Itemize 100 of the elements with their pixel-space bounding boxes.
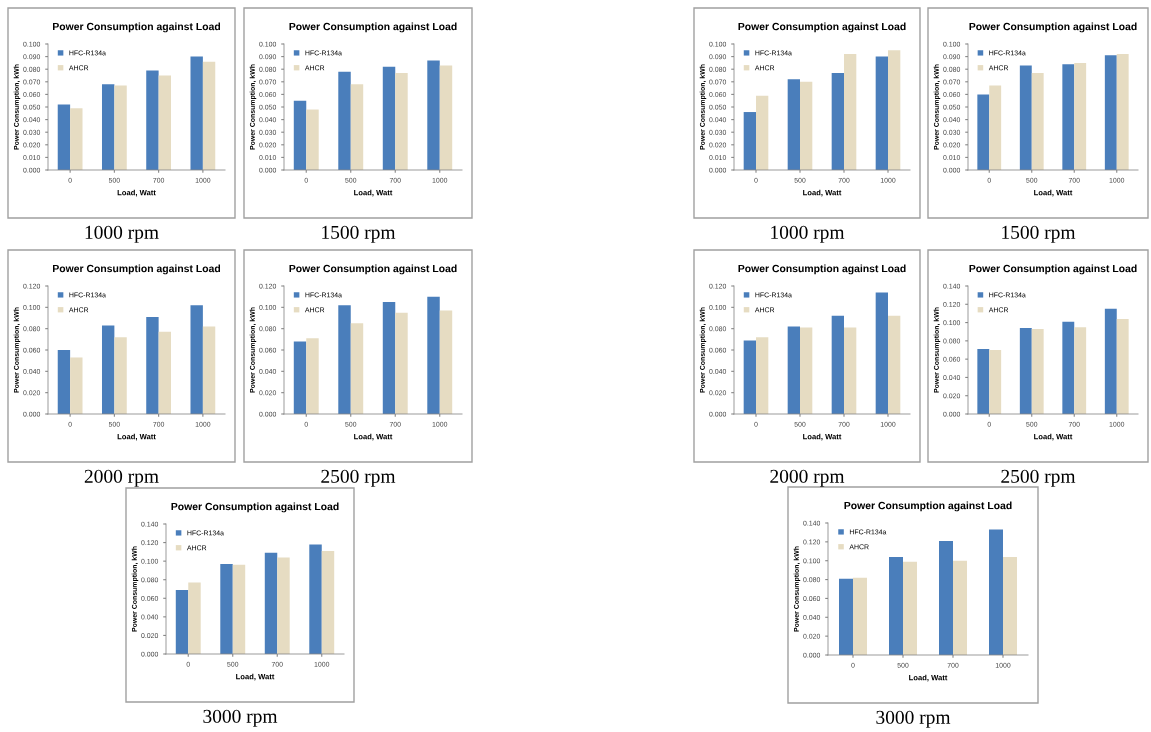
bar (382, 66, 396, 170)
bar (787, 326, 800, 414)
bar (1019, 65, 1032, 170)
bar (427, 60, 440, 170)
bar (756, 95, 769, 170)
bar (114, 85, 127, 170)
bar (831, 315, 844, 414)
bar (1074, 62, 1087, 170)
bar (853, 577, 867, 655)
bar (395, 312, 408, 414)
bar (309, 544, 322, 654)
bar (146, 70, 159, 170)
bar (839, 578, 853, 655)
bar (989, 85, 1002, 170)
bar (1116, 54, 1129, 170)
bar (939, 540, 953, 655)
bar (903, 561, 917, 655)
bar (101, 84, 115, 170)
bar (875, 292, 888, 414)
text: 3000 rpm (876, 710, 951, 728)
text: 3000 rpm (203, 709, 278, 727)
bar (70, 357, 83, 414)
text: 2500 rpm (1001, 469, 1076, 487)
bar (439, 310, 453, 414)
bar (977, 94, 990, 170)
bar (382, 302, 396, 414)
bar (888, 50, 901, 170)
bar (293, 100, 307, 170)
bar (232, 564, 246, 654)
bar (146, 316, 159, 414)
chart-title: Power Consumption against Load (969, 22, 1137, 33)
bar (989, 529, 1003, 655)
bar (338, 305, 351, 414)
text: 1000 rpm (771, 225, 845, 243)
bar (844, 54, 857, 170)
bar (787, 79, 800, 170)
bar (1019, 328, 1032, 414)
bar (427, 296, 440, 414)
bar (888, 315, 901, 414)
bar (1003, 556, 1017, 655)
bar (800, 327, 813, 414)
text: 2500 rpm (321, 469, 396, 487)
bar (338, 71, 351, 170)
text: 1500 rpm (1002, 225, 1076, 243)
bar (264, 552, 278, 654)
bar (1031, 328, 1044, 414)
bar (306, 109, 319, 170)
bar (1074, 327, 1087, 414)
bar (101, 325, 115, 414)
bar (831, 72, 844, 170)
bar (277, 557, 290, 654)
bar (953, 560, 967, 655)
bar (889, 556, 903, 655)
bar (439, 65, 453, 170)
bar (395, 72, 408, 170)
bar (57, 104, 71, 170)
bar (70, 108, 83, 170)
chart-title: Power Consumption against Load (53, 22, 221, 33)
bar (57, 350, 71, 414)
bar (844, 327, 857, 414)
bar (114, 337, 127, 414)
bar (1062, 64, 1075, 170)
bar (875, 56, 888, 170)
bar (190, 56, 203, 170)
text: 1000 rpm (85, 225, 159, 243)
chart-title: Power Consumption against Load (738, 22, 906, 33)
chart-title: Power Consumption against Load (738, 264, 906, 275)
bar (158, 75, 172, 170)
bar (350, 323, 364, 414)
text: 1500 rpm (322, 225, 396, 243)
bar (188, 582, 201, 654)
bar (1116, 318, 1129, 414)
bar (158, 331, 172, 414)
bar (293, 341, 307, 414)
bar (977, 349, 990, 414)
bar (1031, 72, 1044, 170)
text: 2000 rpm (84, 469, 159, 487)
bar (306, 338, 319, 414)
bar (175, 589, 189, 654)
bar (743, 340, 756, 414)
bar (220, 563, 233, 654)
chart-title: Power Consumption against Load (53, 264, 221, 275)
bar (743, 112, 756, 170)
text: 2000 rpm (770, 469, 845, 487)
bar (202, 61, 216, 170)
bar (989, 350, 1002, 414)
bar (1104, 308, 1117, 414)
bar (190, 305, 203, 414)
bar (350, 84, 364, 170)
bar (321, 550, 335, 654)
chart-title: Power Consumption against Load (289, 22, 457, 33)
chart-title: Power Consumption against Load (969, 264, 1137, 275)
chart-title: Power Consumption against Load (844, 501, 1012, 512)
bar (1104, 55, 1117, 170)
bar (756, 337, 769, 414)
bar (800, 81, 813, 170)
bar (1062, 321, 1075, 414)
chart-title: Power Consumption against Load (289, 264, 457, 275)
chart-title: Power Consumption against Load (171, 502, 339, 513)
bar (202, 326, 216, 414)
